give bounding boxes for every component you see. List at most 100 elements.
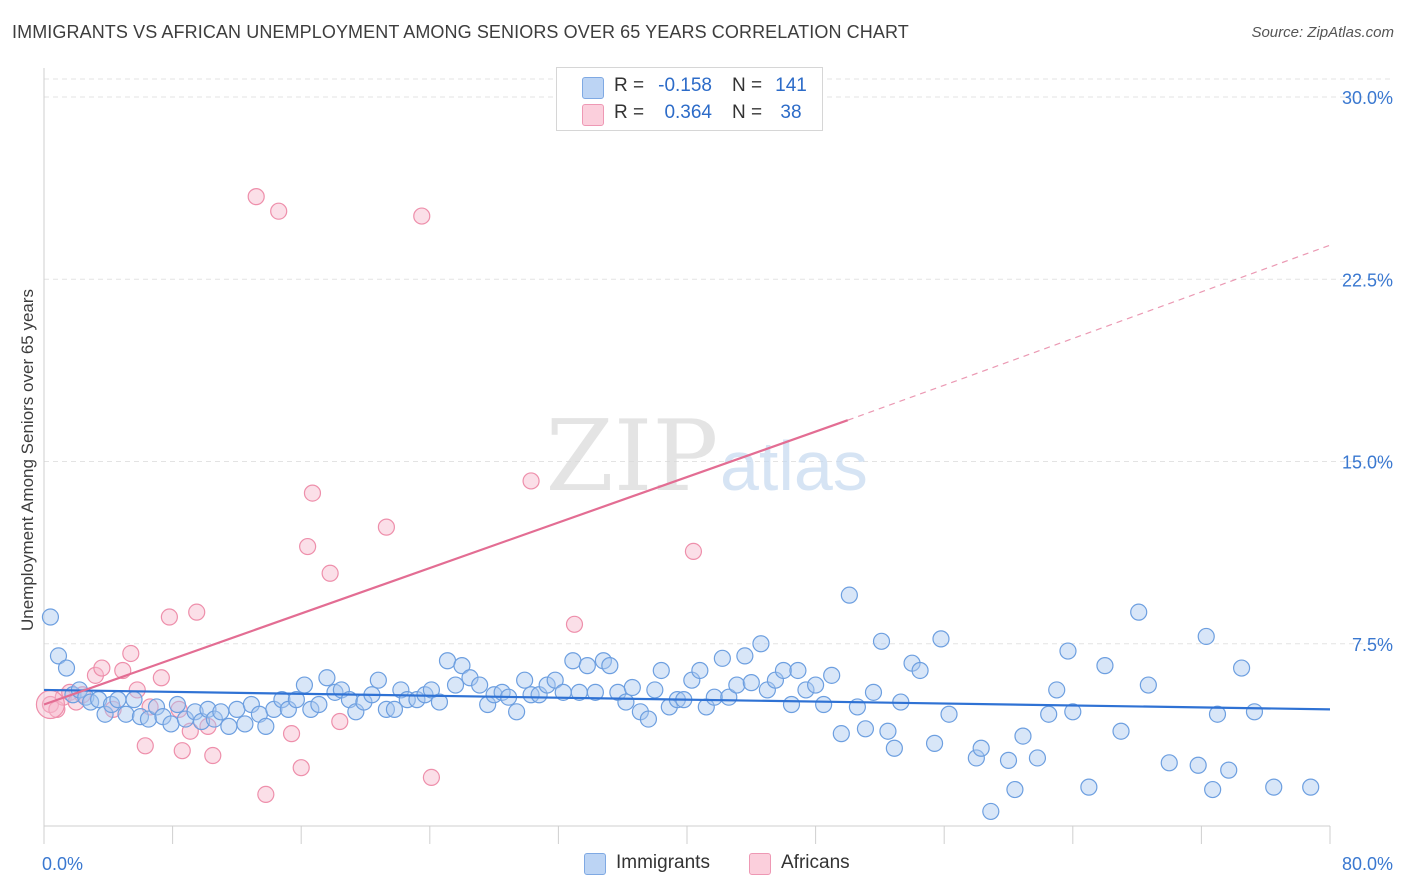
legend-label-immigrants: Immigrants	[616, 852, 710, 873]
data-point-immigrants	[49, 647, 68, 665]
data-point-immigrants	[967, 749, 985, 767]
data-point-immigrants	[295, 676, 314, 694]
data-point-immigrants	[1265, 778, 1283, 796]
data-point-immigrants	[1064, 703, 1082, 721]
data-point-africans	[413, 207, 431, 225]
data-point-immigrants	[1245, 703, 1264, 721]
data-point-africans	[331, 712, 349, 731]
y-tick-label: 22.5%	[1342, 270, 1393, 290]
data-point-africans	[188, 603, 206, 621]
gridlines	[44, 78, 1392, 645]
data-point-immigrants	[186, 703, 204, 721]
data-point-africans	[522, 472, 540, 490]
data-point-immigrants	[940, 705, 958, 723]
data-point-immigrants	[220, 717, 238, 735]
data-point-immigrants	[1006, 780, 1024, 799]
data-point-immigrants	[925, 734, 944, 752]
data-point-immigrants	[713, 649, 731, 667]
data-point-africans	[160, 608, 178, 626]
legend-n-label: N =	[732, 75, 763, 96]
data-point-immigrants	[885, 739, 903, 757]
data-point-africans	[173, 742, 191, 760]
data-point-immigrants	[212, 703, 230, 721]
watermark-zip: ZIP	[546, 400, 719, 514]
data-point-immigrants	[601, 657, 619, 675]
data-point-immigrants	[287, 691, 305, 709]
data-point-immigrants	[546, 671, 564, 689]
data-point-immigrants	[422, 681, 441, 699]
data-point-immigrants	[41, 608, 60, 626]
data-point-immigrants	[139, 710, 158, 728]
data-point-immigrants	[864, 683, 883, 701]
tick-labels: 7.5% 15.0% 22.5% 30.0% 0.0% 80.0%	[42, 88, 1393, 874]
data-point-immigrants	[972, 739, 990, 757]
data-point-immigrants	[691, 661, 709, 680]
data-point-immigrants	[57, 659, 76, 677]
data-point-immigrants	[1059, 642, 1077, 660]
data-point-immigrants	[774, 661, 793, 680]
data-point-immigrants	[736, 647, 754, 665]
data-point-immigrants	[823, 666, 841, 684]
data-point-immigrants	[109, 691, 127, 709]
data-point-immigrants	[646, 681, 664, 699]
legend-swatch-africans	[749, 853, 771, 875]
data-point-immigrants	[168, 695, 187, 714]
data-point-immigrants	[999, 751, 1018, 769]
trend-line-africans-extension	[847, 244, 1331, 421]
legend-r-label: R =	[614, 75, 645, 96]
data-point-africans	[303, 484, 322, 502]
data-point-africans	[93, 659, 111, 677]
data-point-africans	[321, 564, 339, 582]
data-point-immigrants	[652, 661, 670, 680]
data-point-immigrants	[162, 715, 180, 733]
data-point-immigrants	[789, 661, 807, 680]
data-point-immigrants	[273, 691, 291, 709]
data-point-immigrants	[385, 700, 404, 718]
data-point-immigrants	[117, 705, 135, 723]
data-point-immigrants	[96, 705, 114, 723]
data-point-immigrants	[1302, 778, 1320, 796]
data-point-immigrants	[1040, 705, 1058, 723]
data-point-immigrants	[872, 632, 891, 650]
data-point-immigrants	[728, 676, 746, 694]
y-tick-label: 15.0%	[1342, 453, 1393, 473]
data-point-immigrants	[564, 652, 582, 670]
data-point-immigrants	[815, 695, 833, 714]
data-point-immigrants	[879, 722, 897, 740]
stats-legend: R = -0.158 N = 141 R = 0.364 N = 38	[556, 67, 823, 131]
legend-n-label: N =	[732, 102, 763, 123]
data-point-immigrants	[318, 669, 336, 687]
data-point-immigrants	[806, 676, 825, 694]
data-point-immigrants	[147, 698, 166, 716]
data-point-immigrants	[856, 720, 875, 738]
legend-n-value: 141	[775, 75, 807, 96]
data-point-immigrants	[199, 700, 217, 718]
data-point-immigrants	[578, 657, 596, 675]
x-tick-label: 80.0%	[1342, 854, 1393, 874]
data-point-immigrants	[369, 671, 387, 689]
data-point-immigrants	[617, 693, 635, 711]
trend-lines	[43, 244, 1331, 711]
data-point-africans	[282, 725, 301, 743]
data-point-immigrants	[752, 635, 770, 653]
data-point-africans	[684, 542, 703, 561]
data-point-immigrants	[508, 703, 526, 721]
data-point-immigrants	[705, 688, 723, 706]
data-point-immigrants	[1028, 749, 1047, 767]
data-point-immigrants	[797, 681, 815, 699]
data-point-africans	[299, 537, 317, 556]
data-point-immigrants	[236, 715, 254, 733]
legend-r-label: R =	[614, 102, 645, 123]
y-tick-label: 30.0%	[1342, 88, 1393, 108]
data-point-immigrants	[1048, 681, 1066, 699]
data-point-immigrants	[639, 710, 658, 728]
data-point-immigrants	[782, 695, 801, 714]
legend-swatch-africans	[582, 104, 604, 126]
data-point-africans	[152, 669, 170, 687]
data-point-immigrants	[840, 586, 858, 604]
data-point-immigrants	[228, 700, 246, 718]
chart-title: IMMIGRANTS VS AFRICAN UNEMPLOYMENT AMONG…	[12, 22, 909, 42]
data-point-immigrants	[516, 671, 534, 689]
data-point-immigrants	[1139, 676, 1157, 694]
